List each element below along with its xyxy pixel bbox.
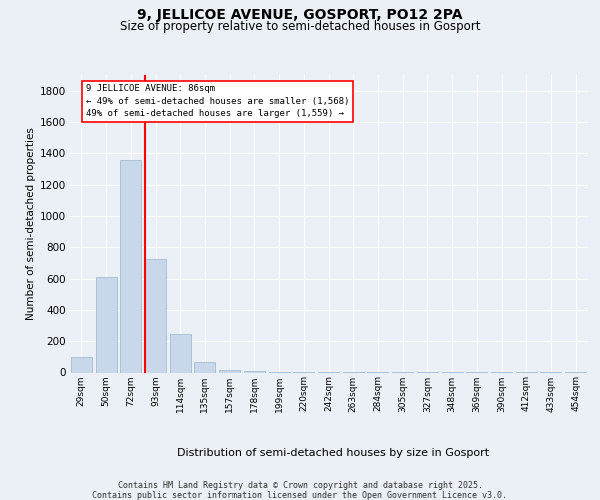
Text: Size of property relative to semi-detached houses in Gosport: Size of property relative to semi-detach… bbox=[120, 20, 480, 33]
Text: 9 JELLICOE AVENUE: 86sqm
← 49% of semi-detached houses are smaller (1,568)
49% o: 9 JELLICOE AVENUE: 86sqm ← 49% of semi-d… bbox=[86, 84, 349, 118]
Bar bbox=[120, 160, 141, 372]
Bar bbox=[194, 362, 215, 372]
Bar bbox=[219, 370, 240, 372]
Text: Distribution of semi-detached houses by size in Gosport: Distribution of semi-detached houses by … bbox=[177, 448, 489, 458]
Bar bbox=[145, 260, 166, 372]
Bar bbox=[244, 371, 265, 372]
Text: 9, JELLICOE AVENUE, GOSPORT, PO12 2PA: 9, JELLICOE AVENUE, GOSPORT, PO12 2PA bbox=[137, 8, 463, 22]
Bar bbox=[95, 278, 116, 372]
Y-axis label: Number of semi-detached properties: Number of semi-detached properties bbox=[26, 128, 36, 320]
Bar bbox=[71, 357, 92, 372]
Bar bbox=[170, 334, 191, 372]
Text: Contains HM Land Registry data © Crown copyright and database right 2025.
Contai: Contains HM Land Registry data © Crown c… bbox=[92, 480, 508, 500]
